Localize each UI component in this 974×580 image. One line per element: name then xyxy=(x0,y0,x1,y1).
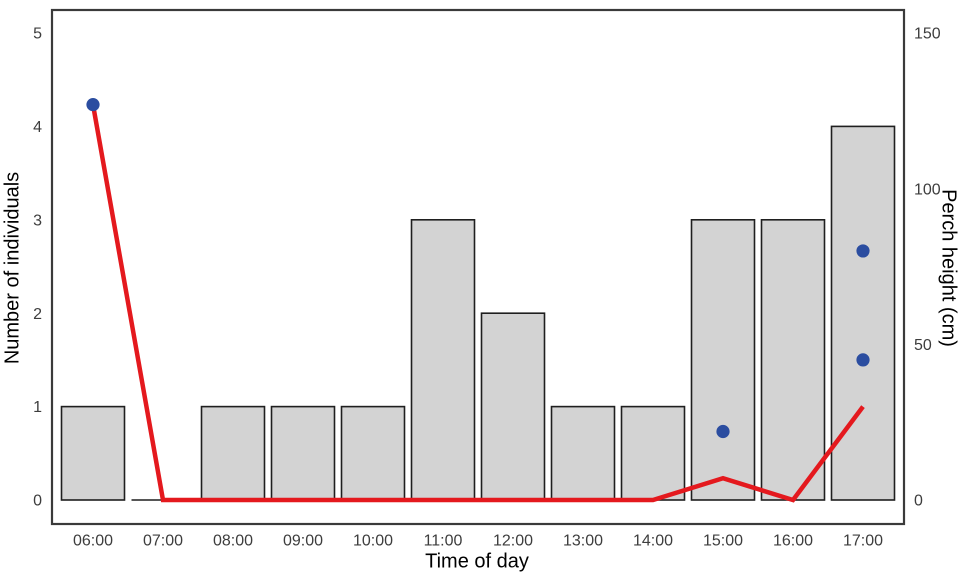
x-tick-label: 13:00 xyxy=(563,533,603,550)
x-axis-title: Time of day xyxy=(425,550,529,573)
perch-height-point xyxy=(856,353,870,367)
bar xyxy=(830,125,896,501)
bar xyxy=(270,405,336,501)
x-tick-label: 17:00 xyxy=(843,533,883,550)
bar xyxy=(340,405,406,501)
y-left-tick-label: 4 xyxy=(33,119,42,136)
bar xyxy=(550,405,616,501)
x-tick-label: 16:00 xyxy=(773,533,813,550)
y-left-tick-label: 5 xyxy=(33,26,42,43)
y-axis-title-right: Perch height (cm) xyxy=(937,189,960,347)
x-tick-label: 11:00 xyxy=(424,533,463,550)
y-right-tick-label: 50 xyxy=(914,337,932,354)
y-left-tick-label: 1 xyxy=(33,399,42,416)
bar xyxy=(690,219,756,501)
perch-height-line xyxy=(90,104,865,503)
y-left-tick-label: 3 xyxy=(33,212,42,229)
y-left-tick-label: 2 xyxy=(33,306,42,323)
bar xyxy=(480,312,546,501)
bar xyxy=(410,219,476,501)
y-right-tick-label: 150 xyxy=(914,26,941,43)
x-tick-label: 08:00 xyxy=(213,533,253,550)
y-axis-title-left: Number of individuals xyxy=(1,171,24,365)
bar xyxy=(620,405,686,501)
x-tick-label: 09:00 xyxy=(283,533,323,550)
perch-height-point xyxy=(716,424,730,439)
y-right-tick-label: 100 xyxy=(914,181,941,198)
y-left-tick-label: 0 xyxy=(33,493,42,510)
bar xyxy=(200,405,266,501)
perch-height-point xyxy=(86,98,100,112)
x-tick-label: 15:00 xyxy=(703,533,743,550)
x-tick-label: 10:00 xyxy=(353,533,393,550)
bar xyxy=(760,219,826,501)
bar xyxy=(60,405,126,501)
y-right-tick-label: 0 xyxy=(914,493,923,510)
x-tick-label: 06:00 xyxy=(73,533,113,550)
x-tick-label: 07:00 xyxy=(143,533,183,550)
x-tick-label: 14:00 xyxy=(633,533,673,550)
perch-height-point xyxy=(856,244,870,258)
x-tick-label: 12:00 xyxy=(493,533,533,550)
